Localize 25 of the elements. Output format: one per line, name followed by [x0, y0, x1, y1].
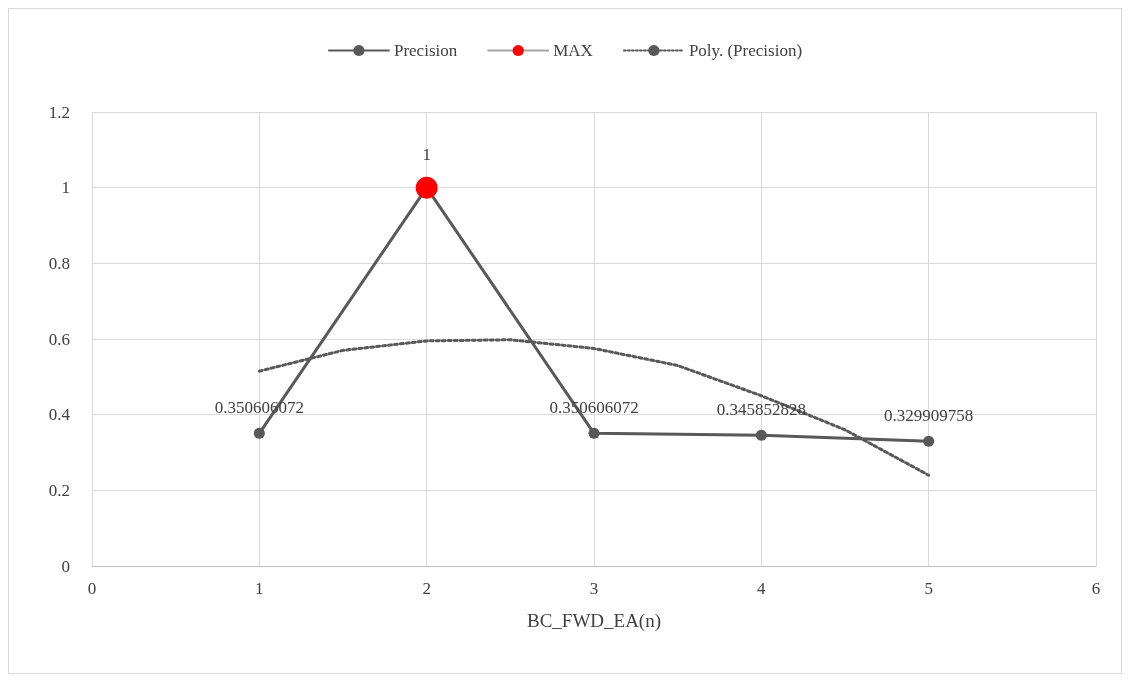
y-tick-label: 0.4	[48, 405, 71, 425]
legend-label: Poly. (Precision)	[688, 41, 803, 60]
point	[415, 176, 438, 199]
point	[923, 435, 935, 447]
x-tick-label: 1	[255, 579, 264, 598]
point	[588, 427, 600, 439]
y-tick-label: 0.8	[48, 253, 70, 273]
legend-label: Precision	[393, 41, 458, 60]
data-label: 1	[422, 144, 431, 164]
x-tick-label: 2	[422, 579, 431, 598]
x-tick-label: 0	[87, 579, 97, 598]
x-tick-label: 5	[924, 579, 933, 598]
x-tick-label: 3	[589, 579, 599, 598]
point	[755, 429, 767, 441]
y-tick-label: 0.2	[48, 480, 70, 500]
x-tick-label: 4	[757, 579, 767, 598]
legend-label: MAX	[553, 41, 593, 60]
y-tick-label: 0	[61, 556, 70, 576]
y-tick-label: 1	[61, 178, 70, 198]
data-label: 0.329909758	[884, 405, 974, 425]
x-tick-label: 6	[1091, 579, 1101, 598]
y-tick-label: 1.2	[48, 102, 70, 122]
y-tick-label: 0.6	[48, 329, 70, 349]
x-axis-title: BC_FWD_EA(n)	[526, 610, 662, 632]
point	[253, 427, 265, 439]
